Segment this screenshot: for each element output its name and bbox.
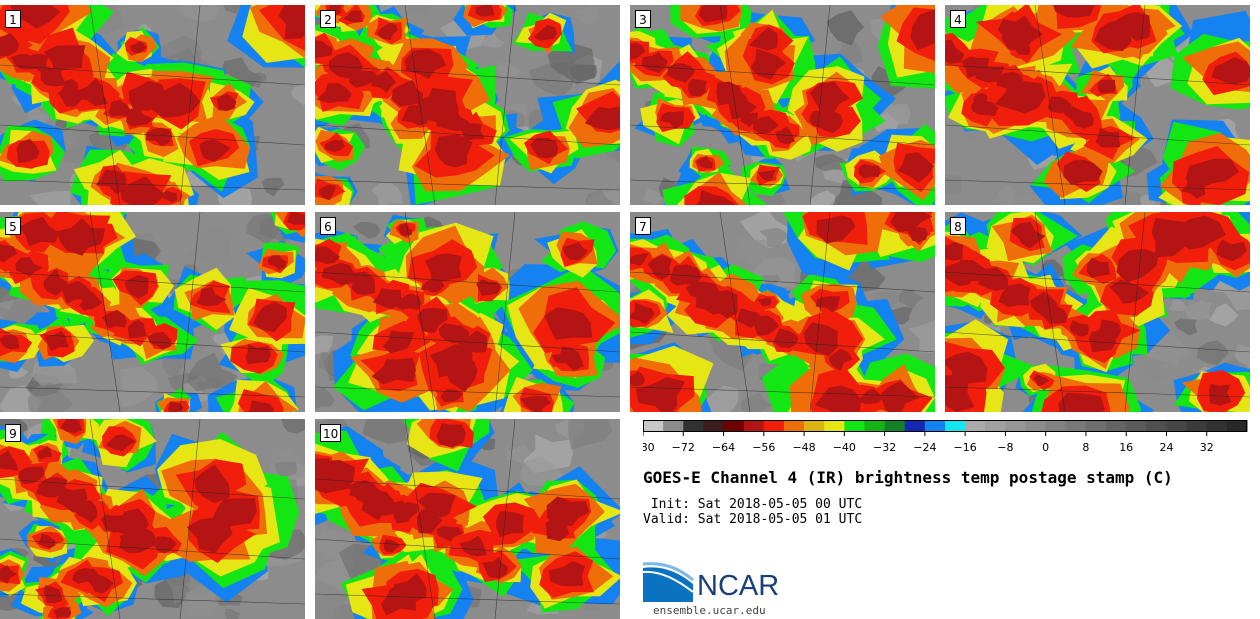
colorbar-swatch — [663, 420, 684, 432]
colorbar-swatch — [1126, 420, 1147, 432]
ir-map-7 — [630, 212, 935, 412]
panel-number-label: 4 — [950, 10, 966, 28]
colorbar-swatch — [743, 420, 765, 432]
panel-number-label: 10 — [320, 424, 342, 442]
ncar-logo-text: NCAR — [697, 570, 780, 602]
colorbar-swatch — [904, 420, 926, 432]
colorbar-swatch — [703, 420, 725, 432]
colorbar-tick-label: −56 — [752, 441, 775, 454]
panel-number-label: 9 — [5, 424, 21, 442]
colorbar-tick-label: 0 — [1042, 441, 1049, 454]
colorbar-swatch — [824, 420, 845, 432]
colorbar-swatch — [723, 420, 745, 432]
map-panel-5: 5 — [0, 212, 305, 412]
ir-map-5 — [0, 212, 305, 412]
init-time: Init: Sat 2018-05-05 00 UTC — [643, 497, 863, 512]
panel-number-label: 6 — [320, 217, 336, 235]
ir-map-10 — [315, 419, 620, 619]
colorbar-tick-label: −80 — [643, 441, 655, 454]
colorbar-swatch — [884, 420, 906, 432]
map-panel-8: 8 — [945, 212, 1250, 412]
colorbar-swatch — [683, 420, 704, 432]
ir-map-8 — [945, 212, 1250, 412]
map-panel-9: 9 — [0, 419, 305, 619]
ncar-logo: NCAR — [643, 562, 803, 604]
colorbar-tick-label: 32 — [1200, 441, 1214, 454]
website-url: ensemble.ucar.edu — [653, 604, 766, 617]
colorbar-swatch — [1166, 420, 1188, 432]
colorbar-tick-label: −16 — [954, 441, 977, 454]
colorbar-swatch — [965, 420, 986, 432]
colorbar-swatch — [1045, 420, 1067, 432]
colorbar-swatch — [783, 420, 805, 432]
colorbar-tick-label: −8 — [997, 441, 1013, 454]
colorbar-swatch — [1186, 420, 1208, 432]
ir-map-6 — [315, 212, 620, 412]
colorbar-tick-label: 16 — [1119, 441, 1133, 454]
map-panel-1: 1 — [0, 5, 305, 205]
colorbar-tick-label: −24 — [913, 441, 936, 454]
colorbar-tick-label: −48 — [792, 441, 815, 454]
map-panel-3: 3 — [630, 5, 935, 205]
panel-number-label: 1 — [5, 10, 21, 28]
colorbar-tick-label: 24 — [1159, 441, 1173, 454]
ir-map-4 — [945, 5, 1250, 205]
map-panel-7: 7 — [630, 212, 935, 412]
figure-title: GOES-E Channel 4 (IR) brightness temp po… — [643, 468, 1173, 487]
colorbar-tick-label: −72 — [672, 441, 695, 454]
panel-number-label: 2 — [320, 10, 336, 28]
colorbar-swatch — [804, 420, 825, 432]
ir-map-1 — [0, 5, 305, 205]
ir-map-2 — [315, 5, 620, 205]
colorbar-swatch — [1005, 420, 1027, 432]
panel-number-label: 8 — [950, 217, 966, 235]
colorbar-swatch — [844, 420, 865, 432]
colorbar-swatch — [945, 420, 966, 432]
colorbar-tick-label: −40 — [833, 441, 856, 454]
ncar-logo-icon — [643, 562, 694, 602]
colorbar-swatch — [1226, 420, 1248, 432]
colorbar-tick-label: −64 — [712, 441, 735, 454]
colorbar-swatch — [643, 420, 664, 432]
colorbar-swatch — [1025, 420, 1047, 432]
colorbar-tick-label: −32 — [873, 441, 896, 454]
colorbar-swatch — [985, 420, 1006, 432]
colorbar-swatch — [864, 420, 886, 432]
colorbar-border — [643, 420, 1247, 432]
map-panel-6: 6 — [315, 212, 620, 412]
map-panel-2: 2 — [315, 5, 620, 205]
colorbar-tick-label: 8 — [1082, 441, 1089, 454]
colorbar-swatch — [1106, 420, 1127, 432]
map-panel-4: 4 — [945, 5, 1250, 205]
panel-number-label: 3 — [635, 10, 651, 28]
colorbar-swatch — [1146, 420, 1167, 432]
colorbar-swatch — [1065, 420, 1087, 432]
colorbar-swatch — [924, 420, 946, 432]
ir-map-9 — [0, 419, 305, 619]
valid-time: Valid: Sat 2018-05-05 01 UTC — [643, 512, 863, 527]
map-panel-10: 10 — [315, 419, 620, 619]
panel-number-label: 5 — [5, 217, 21, 235]
panel-number-label: 7 — [635, 217, 651, 235]
ir-map-3 — [630, 5, 935, 205]
colorbar-swatch — [1085, 420, 1107, 432]
colorbar-swatch — [1206, 420, 1228, 432]
colorbar-swatch — [763, 420, 785, 432]
